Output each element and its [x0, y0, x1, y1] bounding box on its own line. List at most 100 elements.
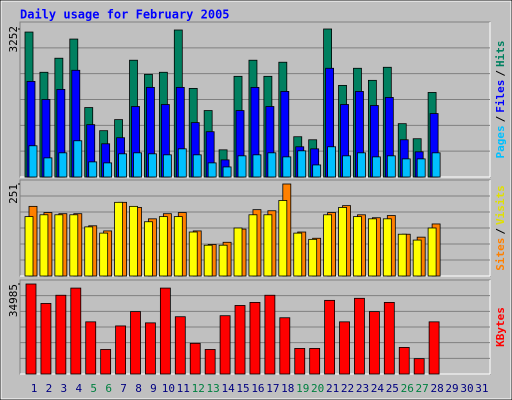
bar [249, 302, 261, 375]
y-tick-label: 3252 [7, 26, 20, 53]
x-tick-label: 16 [251, 382, 264, 395]
bar [219, 315, 231, 375]
bar [297, 150, 307, 178]
x-tick-label: 29 [445, 382, 458, 395]
y-tick-label: 251 [7, 184, 20, 204]
bar [100, 349, 112, 375]
legend-entry: KBytes [494, 307, 507, 347]
bar [148, 153, 157, 178]
bar [413, 358, 425, 375]
x-tick-label: 26 [401, 382, 414, 395]
legend: KBytes [494, 307, 507, 347]
bar [218, 244, 228, 277]
bar [264, 294, 276, 375]
bar [204, 349, 216, 375]
bar [412, 239, 422, 277]
x-tick-label: 1 [31, 382, 38, 395]
bar [103, 162, 113, 178]
x-tick-label: 23 [356, 382, 369, 395]
bar [207, 162, 217, 178]
legend-separator: / [494, 115, 507, 122]
bar [192, 154, 202, 178]
bar [73, 140, 83, 178]
x-tick-label: 2 [46, 382, 53, 395]
bar [133, 152, 142, 178]
bar [383, 302, 395, 375]
bar [267, 152, 277, 178]
legend-entry: Sites [494, 238, 507, 271]
bar [279, 317, 291, 375]
bar [85, 321, 97, 375]
bar [173, 216, 183, 277]
x-tick-label: 14 [221, 382, 235, 395]
bar [54, 214, 64, 277]
bar [357, 152, 366, 178]
x-tick-label: 22 [341, 382, 354, 395]
x-tick-label: 9 [150, 382, 157, 395]
bar [386, 155, 396, 178]
bar [129, 205, 138, 277]
bar [174, 316, 186, 375]
bar [401, 158, 411, 178]
bar [115, 325, 126, 375]
bar [382, 218, 392, 277]
x-tick-label: 3 [61, 382, 68, 395]
bar [293, 232, 303, 277]
bar [145, 322, 156, 375]
bar [309, 348, 321, 375]
legend-entry: Hits [494, 41, 507, 68]
x-tick-label: 17 [266, 382, 279, 395]
x-tick-label: 27 [416, 382, 429, 395]
legend-entry: Pages [494, 125, 507, 158]
bar [233, 227, 243, 277]
bar [327, 146, 337, 178]
legend-separator: / [494, 228, 507, 235]
x-tick-label: 6 [105, 382, 112, 395]
bar [55, 294, 67, 375]
x-tick-label: 19 [296, 382, 309, 395]
legend-entry: Files [494, 80, 507, 113]
legend: Sites / Visits [494, 185, 507, 271]
bar [84, 226, 94, 277]
bar [368, 311, 380, 375]
bar [371, 156, 381, 178]
bar [158, 216, 168, 277]
x-tick-label: 21 [326, 382, 339, 395]
bar [367, 218, 377, 277]
bar [177, 148, 187, 178]
bar [25, 283, 37, 375]
x-tick-label: 11 [177, 382, 190, 395]
x-tick-label: 5 [90, 382, 97, 395]
bar [99, 232, 109, 277]
bar [428, 321, 440, 375]
bar [58, 152, 68, 178]
bar [188, 231, 198, 277]
bar [323, 214, 333, 277]
bar [130, 311, 141, 375]
bar [222, 166, 232, 178]
legend-separator: / [494, 70, 507, 77]
bar [282, 156, 292, 178]
x-tick-label: 7 [120, 382, 127, 395]
bar [43, 157, 53, 178]
x-tick-label: 4 [75, 382, 82, 395]
bar [203, 244, 213, 277]
bar [324, 299, 336, 375]
bar [159, 287, 171, 375]
bar [88, 161, 98, 178]
bar [24, 216, 34, 277]
bar [144, 221, 153, 277]
x-tick-label: 31 [475, 382, 488, 395]
x-tick-label: 24 [371, 382, 385, 395]
bar [342, 155, 351, 178]
bar [398, 347, 410, 375]
bar [118, 153, 127, 178]
bar [263, 214, 273, 277]
bar [237, 155, 247, 178]
legend-entry: Visits [494, 185, 507, 225]
x-tick-label: 18 [281, 382, 294, 395]
bar [427, 227, 437, 277]
x-tick-label: 28 [430, 382, 443, 395]
